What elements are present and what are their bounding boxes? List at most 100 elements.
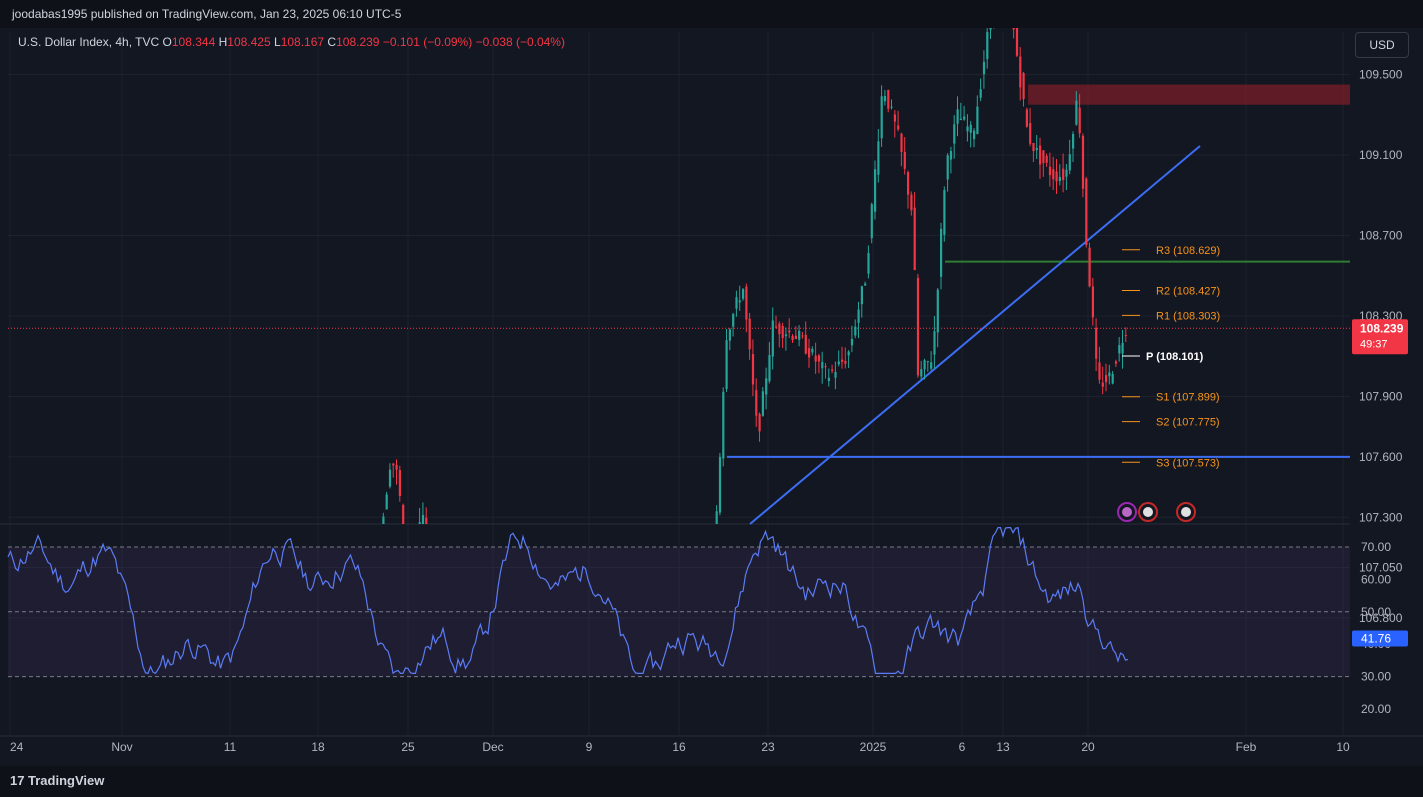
candle-body: [385, 494, 388, 510]
low-value: 108.167: [280, 35, 325, 49]
candle-body: [1111, 373, 1114, 384]
candle-body: [1012, 28, 1015, 30]
candle-body: [963, 116, 966, 120]
candle-body: [1108, 372, 1111, 377]
countdown-text: 49:37: [1360, 338, 1388, 350]
candle-body: [887, 90, 890, 109]
candle-body: [735, 297, 738, 309]
candle-body: [804, 334, 807, 354]
candle-body: [715, 511, 718, 524]
candle-body: [959, 118, 962, 120]
event-icon-dot: [1181, 507, 1191, 517]
drawings[interactable]: [8, 84, 1350, 525]
candle-body: [949, 151, 953, 160]
candle-body: [1042, 150, 1045, 164]
pivot-levels: R3 (108.629) R2 (108.427) R1 (108.303) P (1…: [1122, 245, 1220, 469]
candle-body: [946, 155, 949, 180]
candle-body: [421, 515, 425, 524]
candle-body: [798, 330, 801, 340]
candle-body: [788, 330, 791, 333]
candle-body: [841, 359, 844, 362]
rsi-tick: 70.00: [1361, 540, 1391, 554]
candle-body: [418, 522, 421, 524]
candle-body: [973, 130, 976, 140]
candle-body: [860, 286, 863, 305]
candle-body: [976, 106, 979, 135]
chart-svg[interactable]: R3 (108.629) R2 (108.427) R1 (108.303) P (1…: [0, 28, 1423, 766]
candle-body: [1062, 168, 1065, 180]
candle-body: [1072, 134, 1075, 149]
candle-body: [755, 390, 758, 416]
candle-body: [933, 331, 936, 355]
candle-body: [814, 355, 817, 362]
candle-body: [1039, 145, 1042, 165]
candle-body: [969, 124, 972, 133]
candle-body: [781, 325, 784, 339]
candle-body: [857, 309, 860, 323]
pivot-label: S2 (107.775): [1156, 417, 1220, 429]
candle-body: [986, 32, 989, 60]
currency-button[interactable]: USD: [1355, 32, 1409, 58]
candle-body: [1114, 361, 1118, 364]
candle-body: [1091, 286, 1094, 318]
candle-body: [1045, 155, 1048, 163]
candle-body: [388, 469, 392, 487]
tradingview-logo-icon: 17: [10, 773, 25, 788]
close-value: 108.239: [336, 35, 380, 49]
candle-body: [817, 355, 821, 362]
price-tick: 107.900: [1359, 390, 1403, 404]
time-tick: 10: [1336, 740, 1350, 754]
candle-body: [1048, 166, 1052, 176]
tradingview-logo[interactable]: 17 TradingView: [10, 773, 104, 788]
publisher-bar: joodabas1995 published on TradingView.co…: [0, 0, 1423, 28]
candle-body: [844, 360, 847, 364]
candle-body: [758, 413, 761, 432]
pivot-label: P (108.101): [1146, 351, 1204, 363]
candle-body: [910, 194, 913, 211]
price-tick: 109.100: [1359, 148, 1403, 162]
candle-body: [903, 151, 906, 169]
candle-body: [930, 362, 933, 369]
candle-body: [801, 335, 804, 337]
candle-body: [880, 96, 883, 139]
time-tick: 13: [996, 740, 1010, 754]
candle-body: [1022, 72, 1025, 100]
time-tick: 25: [401, 740, 415, 754]
rsi-tick: 20.00: [1361, 702, 1391, 716]
candle-body: [1052, 169, 1055, 180]
time-axis[interactable]: 24 Nov 11 18 25 Dec 9 16 23 2025 6 13 20 Feb 10: [0, 735, 1423, 754]
candle-body: [794, 335, 797, 340]
change-value: −0.101 (−0.09%): [382, 35, 473, 49]
candle-body: [956, 109, 959, 124]
candle-body: [742, 289, 745, 299]
high-label: H: [218, 35, 228, 49]
candle-body: [718, 456, 722, 513]
price-tick: 109.500: [1359, 68, 1403, 82]
candle-body: [897, 125, 900, 130]
price-axis[interactable]: 110.000109.500109.100108.700108.300107.9…: [1352, 28, 1408, 716]
rsi-line: [7, 526, 1129, 675]
candle-body: [1029, 123, 1032, 144]
candle-body: [1015, 28, 1019, 56]
candle-body: [771, 320, 774, 357]
candle-body: [725, 340, 728, 390]
candle-body: [926, 361, 929, 363]
time-tick: 24: [10, 740, 24, 754]
candle-body: [1088, 247, 1091, 287]
candle-body: [989, 28, 992, 30]
candle-body: [864, 283, 867, 286]
candle-body: [808, 348, 811, 358]
candle-body: [831, 369, 834, 371]
price-tick: 108.700: [1359, 229, 1403, 243]
ascending-trendline: [749, 145, 1201, 525]
price-tick: 106.800: [1359, 611, 1403, 625]
candle-body: [1075, 100, 1078, 125]
pivot-label: S1 (107.899): [1156, 392, 1220, 404]
candles: [382, 28, 1127, 524]
candle-body: [761, 391, 764, 416]
candle-body: [890, 106, 893, 108]
rsi-tick: 60.00: [1361, 572, 1391, 586]
candle-body: [425, 517, 428, 524]
event-icons[interactable]: [1117, 502, 1196, 522]
time-tick: 23: [761, 740, 775, 754]
